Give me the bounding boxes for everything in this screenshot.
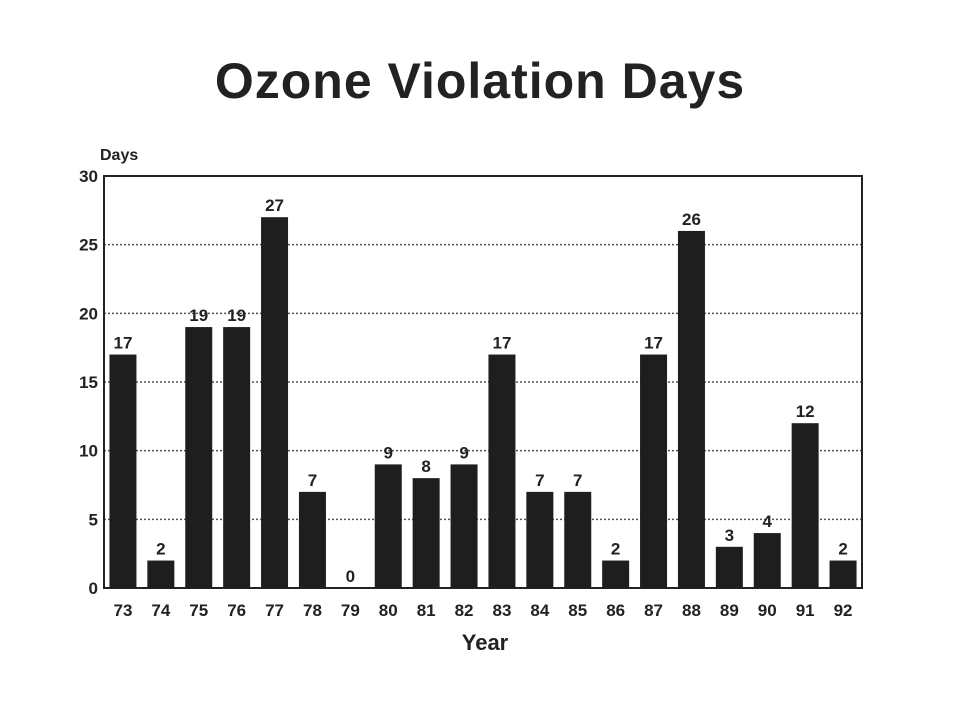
x-tick-label: 84 bbox=[530, 601, 549, 620]
data-label: 27 bbox=[265, 196, 284, 215]
x-tick-label: 82 bbox=[455, 601, 474, 620]
data-label: 2 bbox=[838, 540, 847, 559]
x-tick-label: 89 bbox=[720, 601, 739, 620]
bars bbox=[109, 217, 857, 588]
x-axis-label: Year bbox=[462, 630, 509, 655]
x-tick-label: 83 bbox=[492, 601, 511, 620]
bar bbox=[829, 560, 857, 588]
data-label: 7 bbox=[535, 471, 544, 490]
y-tick-label: 30 bbox=[79, 167, 98, 186]
x-tick-label: 91 bbox=[796, 601, 815, 620]
bar bbox=[753, 533, 781, 588]
x-tick-label: 73 bbox=[113, 601, 132, 620]
y-tick-label: 20 bbox=[79, 304, 98, 323]
bar bbox=[109, 354, 137, 588]
x-tick-label: 88 bbox=[682, 601, 701, 620]
data-label: 9 bbox=[384, 443, 393, 462]
x-tick-label: 76 bbox=[227, 601, 246, 620]
bar bbox=[374, 464, 402, 588]
data-label: 19 bbox=[189, 306, 208, 325]
bar bbox=[602, 560, 630, 588]
bar bbox=[261, 217, 289, 588]
bar bbox=[564, 491, 592, 588]
x-tick-label: 75 bbox=[189, 601, 208, 620]
data-label: 7 bbox=[573, 471, 582, 490]
bar bbox=[640, 354, 668, 588]
x-tick-label: 87 bbox=[644, 601, 663, 620]
data-labels: 17 2 19 19 27 7 0 9 8 9 17 7 7 2 17 26 3 4 12 2 bbox=[113, 196, 847, 586]
data-label: 2 bbox=[156, 540, 165, 559]
y-tick-label: 0 bbox=[89, 579, 98, 598]
y-axis-label: Days bbox=[100, 147, 138, 164]
x-tick-labels: 73 74 75 76 77 78 79 80 81 82 83 84 85 86 87 88 89 90 91 92 bbox=[113, 601, 852, 620]
data-label: 0 bbox=[346, 567, 355, 586]
bar bbox=[185, 327, 213, 588]
bar bbox=[147, 560, 175, 588]
bar bbox=[677, 230, 705, 588]
data-label: 17 bbox=[492, 334, 511, 353]
grid-lines bbox=[104, 243, 862, 521]
x-tick-label: 74 bbox=[151, 601, 170, 620]
data-label: 3 bbox=[725, 526, 734, 545]
bar bbox=[298, 491, 326, 588]
bar bbox=[412, 478, 440, 588]
data-label: 4 bbox=[763, 512, 773, 531]
x-tick-label: 77 bbox=[265, 601, 284, 620]
x-tick-label: 90 bbox=[758, 601, 777, 620]
data-label: 7 bbox=[308, 471, 317, 490]
data-label: 9 bbox=[459, 443, 468, 462]
data-label: 17 bbox=[113, 334, 132, 353]
data-label: 8 bbox=[421, 457, 430, 476]
bar bbox=[488, 354, 516, 588]
y-tick-label: 10 bbox=[79, 442, 98, 461]
plot-frame bbox=[103, 175, 863, 589]
bar bbox=[791, 423, 819, 588]
x-tick-label: 80 bbox=[379, 601, 398, 620]
data-label: 26 bbox=[682, 210, 701, 229]
data-label: 17 bbox=[644, 334, 663, 353]
y-tick-label: 5 bbox=[89, 510, 98, 529]
x-tick-label: 92 bbox=[834, 601, 853, 620]
bar bbox=[526, 491, 554, 588]
x-tick-label: 86 bbox=[606, 601, 625, 620]
y-tick-labels: 0 5 10 15 20 25 30 bbox=[79, 167, 98, 598]
bar bbox=[450, 464, 478, 588]
data-label: 19 bbox=[227, 306, 246, 325]
x-tick-label: 79 bbox=[341, 601, 360, 620]
x-tick-label: 78 bbox=[303, 601, 322, 620]
data-label: 2 bbox=[611, 540, 620, 559]
chart-title: Ozone Violation Days bbox=[214, 53, 746, 109]
bar bbox=[223, 327, 251, 588]
x-tick-label: 85 bbox=[568, 601, 587, 620]
y-tick-label: 15 bbox=[79, 373, 98, 392]
y-tick-label: 25 bbox=[79, 236, 98, 255]
x-tick-label: 81 bbox=[417, 601, 436, 620]
data-label: 12 bbox=[796, 402, 815, 421]
bar bbox=[715, 546, 743, 588]
